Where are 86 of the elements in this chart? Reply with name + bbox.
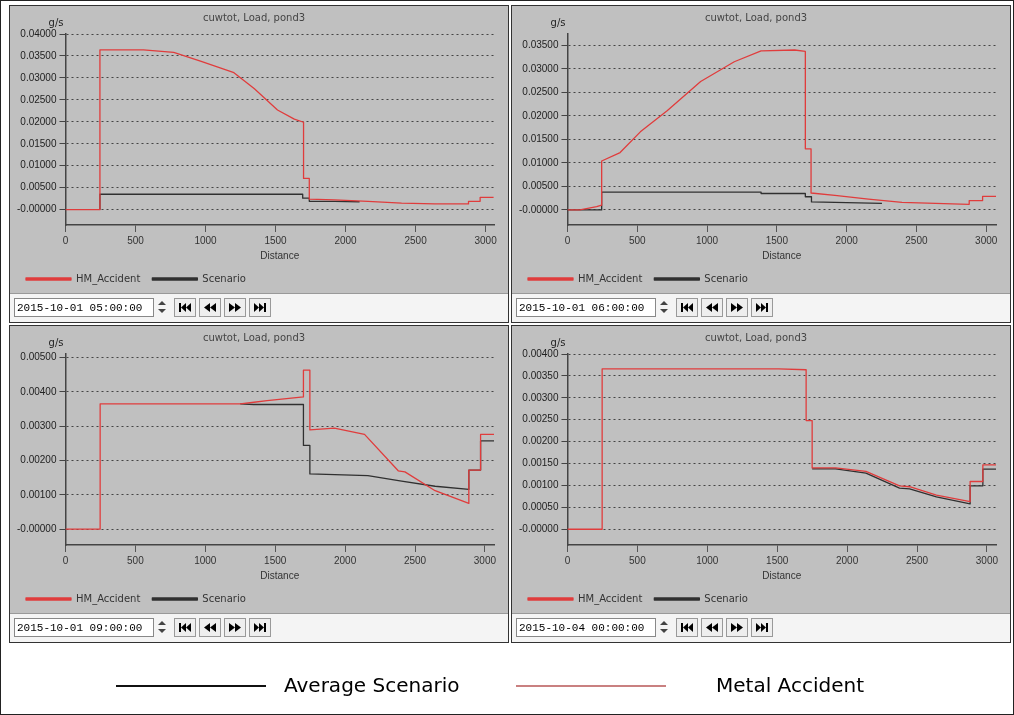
legend-label: HM_Accident (76, 592, 141, 605)
x-tick-label: 2500 (905, 234, 928, 246)
x-tick-label: 1000 (695, 234, 719, 246)
x-axis-title: Distance (260, 569, 300, 581)
x-axis-title: Distance (260, 249, 300, 261)
y-axis-title: g/s (550, 336, 566, 348)
x-tick-label: 2000 (333, 554, 357, 566)
y-tick-label: 0.00500 (522, 180, 559, 192)
y-axis-title: g/s (48, 16, 64, 28)
legend-label: Scenario (704, 592, 748, 604)
y-tick-label: 0.04000 (20, 27, 57, 39)
x-tick-label: 1500 (765, 234, 789, 246)
y-tick-label: 0.00500 (20, 181, 57, 193)
y-tick-label: 0.02500 (522, 86, 559, 98)
y-tick-label: 0.00300 (20, 419, 57, 431)
y-tick-label: 0.01000 (522, 156, 559, 168)
y-tick-label: 0.00500 (20, 351, 57, 363)
y-tick-label: 0.00250 (522, 413, 559, 425)
y-tick-label: 0.00300 (522, 391, 559, 403)
y-tick-label: -0.00000 (518, 522, 559, 534)
y-tick-label: 0.00100 (20, 488, 57, 500)
x-tick-label: 0 (564, 554, 571, 566)
y-tick-label: 0.01000 (20, 159, 57, 171)
x-tick-label: 1000 (696, 554, 719, 566)
x-tick-label: 2000 (334, 234, 358, 246)
x-tick-label: 500 (629, 554, 647, 566)
x-tick-label: 500 (127, 554, 145, 566)
x-tick-label: 2000 (835, 554, 859, 566)
legend-label: HM_Accident (578, 592, 643, 605)
legend-label: Scenario (202, 592, 246, 604)
text: 2015-10-01 06:00:00 (516, 298, 656, 317)
y-tick-label: 0.01500 (522, 133, 559, 145)
chart-title: cuwtot, Load, pond3 (202, 331, 306, 343)
y-tick-label: 0.02000 (20, 115, 57, 127)
y-tick-label: -0.00000 (16, 203, 57, 215)
x-tick-label: 500 (628, 234, 647, 246)
text: 2015-10-01 05:00:00 (14, 298, 154, 317)
x-tick-label: 500 (127, 234, 145, 246)
x-tick-label: 2500 (403, 554, 427, 566)
y-tick-label: 0.00150 (522, 457, 559, 469)
y-tick-label: 0.00200 (522, 435, 559, 447)
x-tick-label: 2500 (905, 554, 929, 566)
x-tick-label: 1500 (264, 234, 288, 246)
x-tick-label: 3000 (975, 554, 999, 566)
x-tick-label: 2000 (835, 234, 859, 246)
text: Average Scenario (284, 673, 460, 697)
x-tick-label: 0 (62, 234, 69, 246)
x-tick-label: 3000 (473, 554, 497, 566)
y-tick-label: 0.02500 (20, 93, 57, 105)
y-tick-label: 0.02000 (522, 109, 559, 121)
legend-label: HM_Accident (578, 272, 643, 285)
y-axis-title: g/s (48, 336, 64, 348)
y-tick-label: 0.00400 (20, 385, 57, 397)
y-tick-label: -0.00000 (16, 522, 57, 534)
chart-title: cuwtot, Load, pond3 (704, 331, 808, 343)
y-tick-label: 0.00050 (522, 501, 559, 513)
x-tick-label: 0 (62, 554, 69, 566)
y-tick-label: 0.01500 (20, 137, 57, 149)
x-tick-label: 1500 (766, 554, 789, 566)
legend-label: Scenario (704, 272, 748, 284)
x-tick-label: 1000 (194, 234, 218, 246)
y-tick-label: 0.03500 (20, 49, 57, 61)
x-tick-label: 3000 (975, 234, 998, 246)
y-tick-label: 0.00350 (522, 369, 559, 381)
x-tick-label: 2500 (404, 234, 428, 246)
x-tick-label: 0 (564, 234, 571, 246)
y-tick-label: 0.00100 (522, 479, 559, 491)
x-axis-title: Distance (762, 249, 802, 261)
text: Metal Accident (716, 673, 864, 697)
x-tick-label: 3000 (474, 234, 498, 246)
chart-title: cuwtot, Load, pond3 (202, 11, 306, 23)
x-tick-label: 1000 (194, 554, 217, 566)
y-tick-label: 0.00400 (522, 347, 559, 359)
x-tick-label: 1500 (264, 554, 287, 566)
chart-title: cuwtot, Load, pond3 (704, 11, 808, 23)
y-tick-label: 0.03500 (522, 39, 559, 51)
legend-label: HM_Accident (76, 272, 141, 285)
text: 2015-10-04 00:00:00 (516, 618, 656, 637)
y-tick-label: 0.03000 (20, 71, 57, 83)
y-tick-label: 0.00200 (20, 454, 57, 466)
x-axis-title: Distance (762, 569, 802, 581)
legend-label: Scenario (202, 272, 246, 284)
y-tick-label: -0.00000 (518, 203, 559, 215)
text: 2015-10-01 09:00:00 (14, 618, 154, 637)
y-axis-title: g/s (550, 16, 566, 28)
y-tick-label: 0.03000 (522, 62, 559, 74)
